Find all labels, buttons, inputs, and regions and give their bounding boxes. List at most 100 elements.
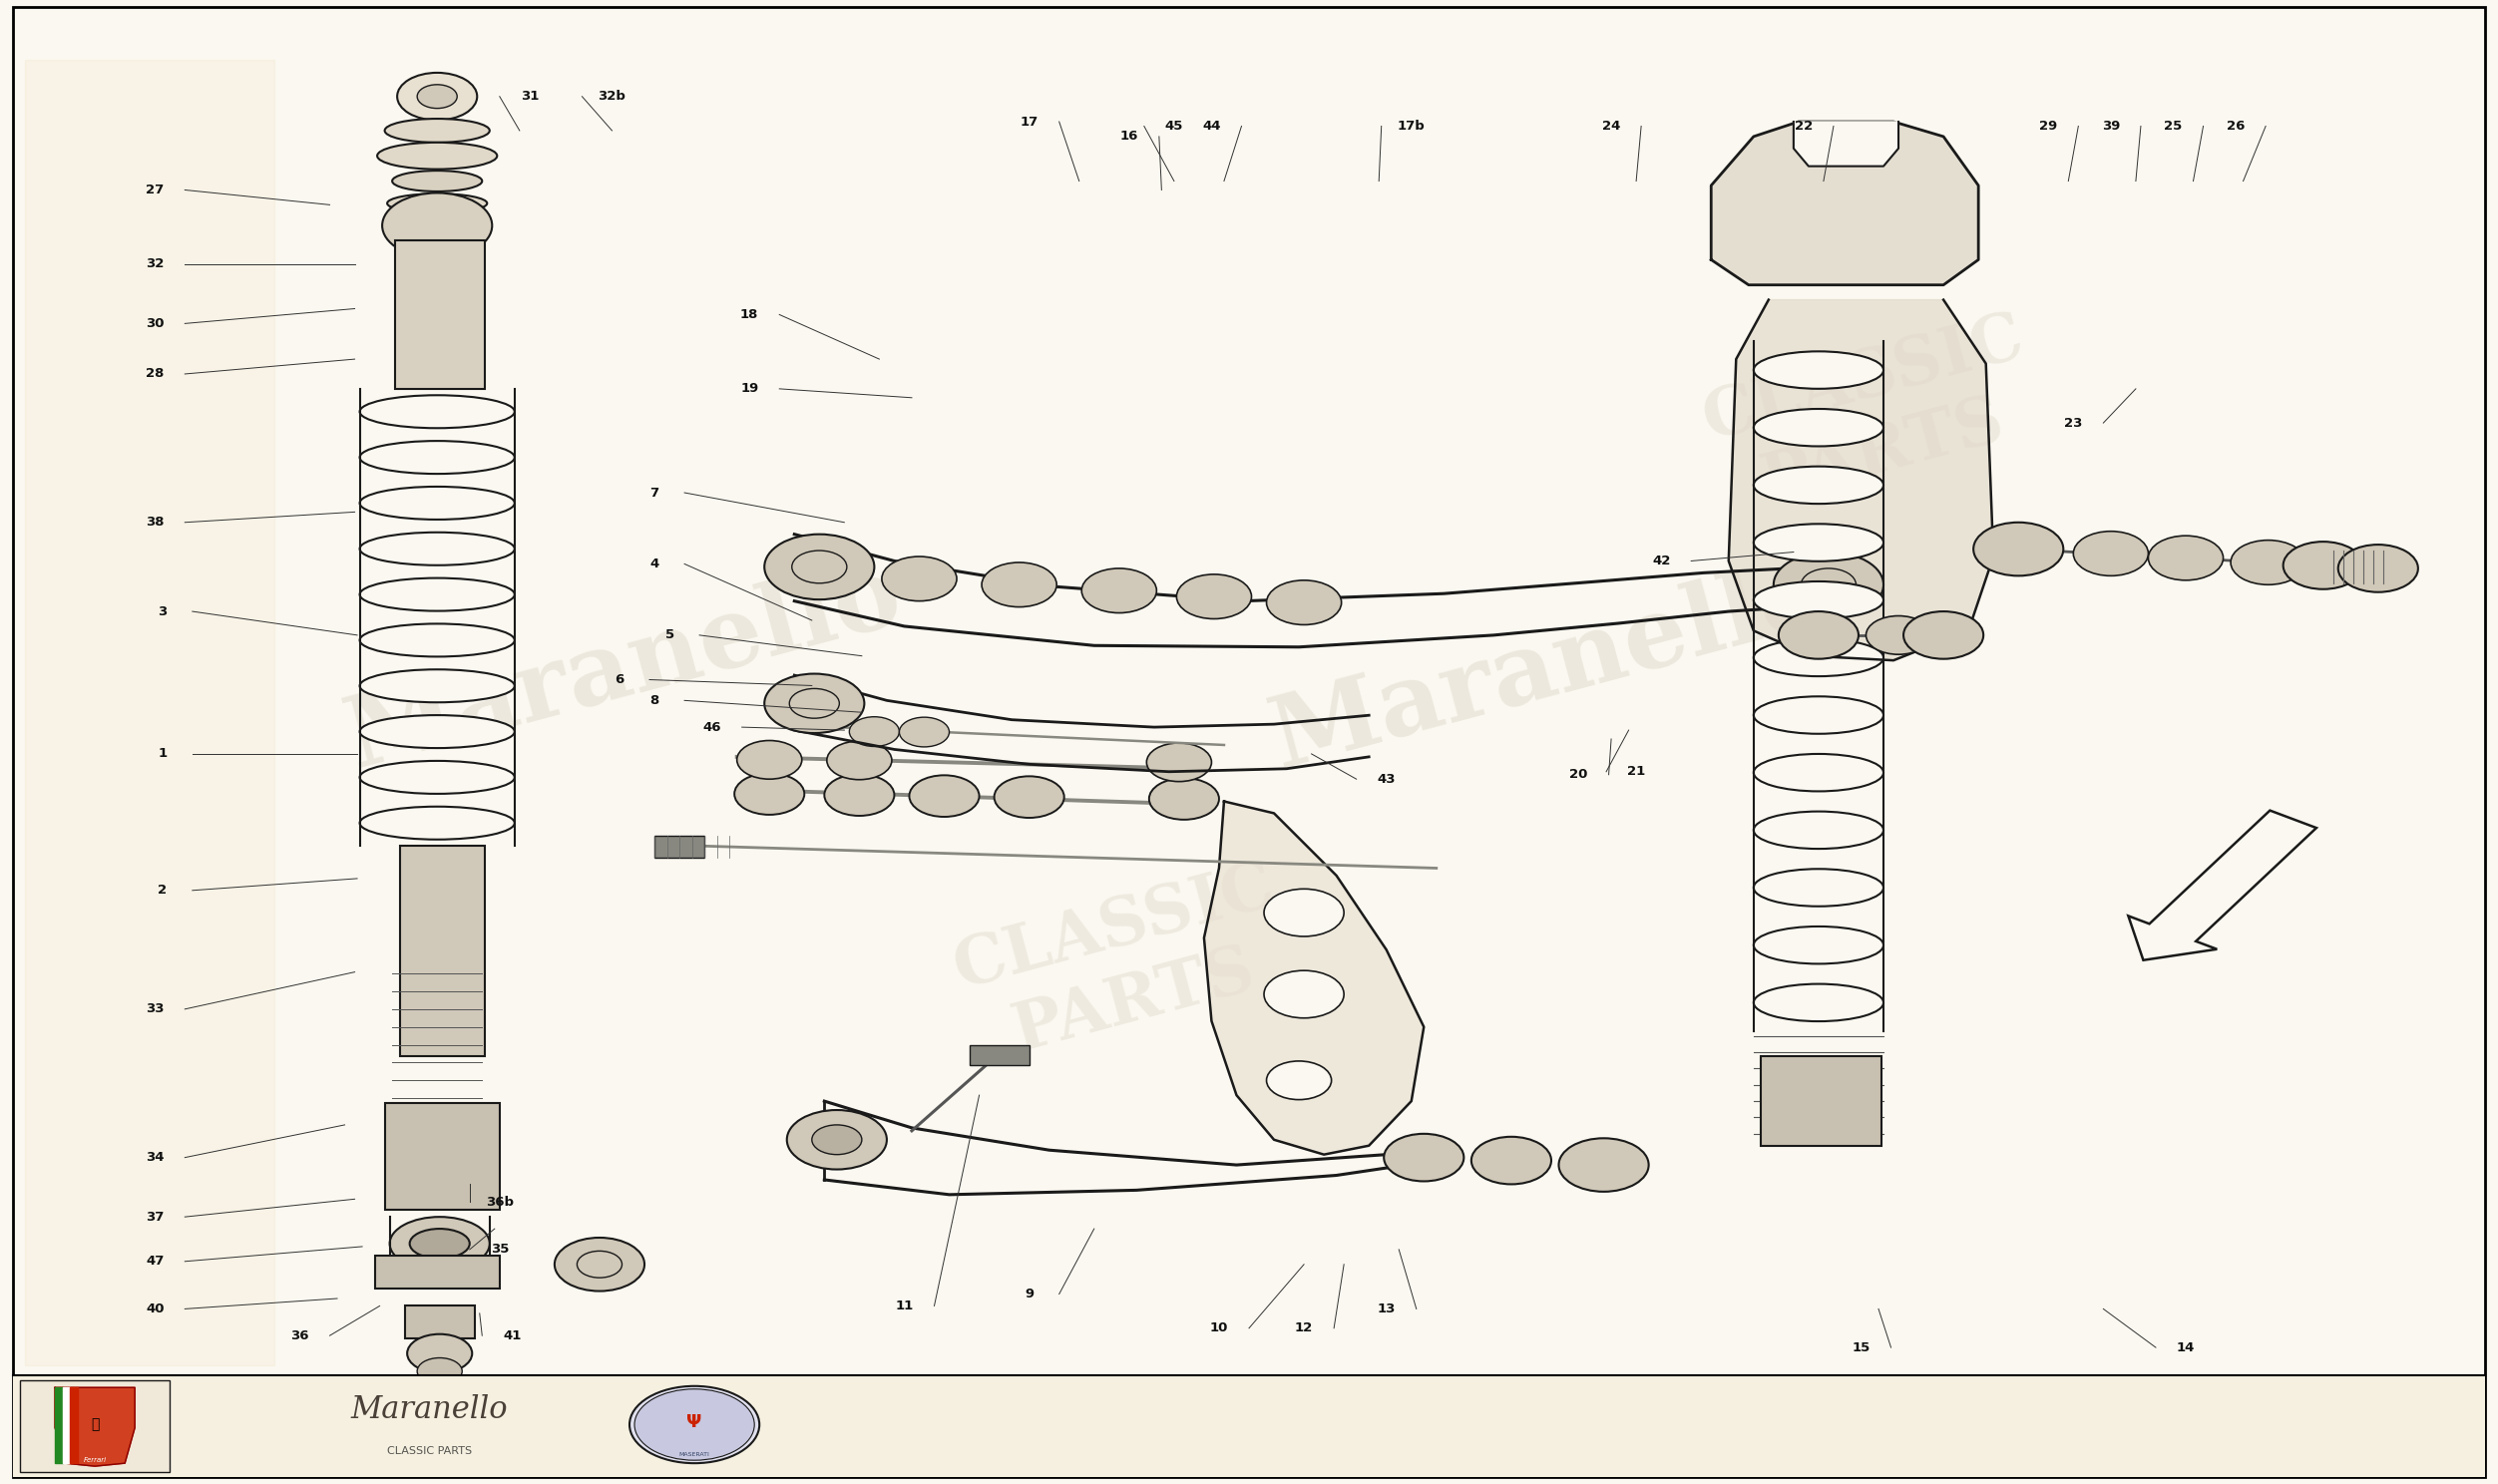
- Text: 9: 9: [1024, 1288, 1034, 1300]
- Circle shape: [2148, 536, 2223, 580]
- Text: 21: 21: [1626, 766, 1646, 778]
- Text: 34: 34: [145, 1152, 165, 1163]
- Ellipse shape: [360, 487, 515, 519]
- Ellipse shape: [1754, 926, 1883, 963]
- Polygon shape: [55, 1388, 62, 1463]
- Text: 1: 1: [157, 748, 167, 760]
- Bar: [654, 835, 704, 858]
- Text: Maranello: Maranello: [352, 1395, 507, 1425]
- Ellipse shape: [387, 194, 487, 214]
- Ellipse shape: [1754, 466, 1883, 503]
- Text: 35: 35: [490, 1244, 510, 1255]
- FancyArrow shape: [2128, 810, 2316, 960]
- Text: CLASSIC
PARTS: CLASSIC PARTS: [947, 855, 1301, 1074]
- Circle shape: [634, 1389, 754, 1460]
- Text: 28: 28: [145, 368, 165, 380]
- Circle shape: [1384, 1134, 1464, 1181]
- Circle shape: [1266, 580, 1341, 625]
- Text: 36b: 36b: [485, 1196, 515, 1208]
- Text: 14: 14: [2176, 1342, 2196, 1353]
- Polygon shape: [1729, 300, 1993, 660]
- Text: CLASSIC PARTS: CLASSIC PARTS: [387, 1447, 472, 1456]
- Circle shape: [1779, 611, 1859, 659]
- Text: MASERATI: MASERATI: [679, 1451, 709, 1457]
- Ellipse shape: [410, 1229, 470, 1258]
- Ellipse shape: [360, 669, 515, 702]
- Circle shape: [382, 193, 492, 258]
- Text: 23: 23: [2063, 417, 2083, 429]
- Bar: [400, 846, 485, 1057]
- Ellipse shape: [1754, 984, 1883, 1021]
- Text: 47: 47: [145, 1255, 165, 1267]
- Circle shape: [2231, 540, 2306, 585]
- Circle shape: [2073, 531, 2148, 576]
- Circle shape: [827, 741, 892, 779]
- Circle shape: [2338, 545, 2418, 592]
- Circle shape: [812, 1125, 862, 1155]
- Text: 3: 3: [157, 605, 167, 617]
- Circle shape: [1266, 1061, 1331, 1100]
- Text: 17: 17: [1019, 116, 1039, 128]
- Ellipse shape: [1754, 812, 1883, 849]
- Text: 46: 46: [702, 721, 722, 733]
- Text: 11: 11: [894, 1300, 914, 1312]
- Text: 13: 13: [1376, 1303, 1396, 1315]
- Circle shape: [909, 775, 979, 816]
- Circle shape: [417, 85, 457, 108]
- Bar: [20, 1380, 170, 1472]
- Circle shape: [1973, 522, 2063, 576]
- Text: 20: 20: [1569, 769, 1589, 781]
- Text: 18: 18: [739, 309, 759, 321]
- Text: 31: 31: [520, 91, 540, 102]
- Circle shape: [994, 776, 1064, 818]
- Text: 42: 42: [1651, 555, 1671, 567]
- Circle shape: [1264, 889, 1344, 936]
- Polygon shape: [1204, 801, 1424, 1155]
- Circle shape: [982, 562, 1057, 607]
- Text: 24: 24: [1601, 120, 1621, 132]
- Text: 7: 7: [649, 487, 659, 499]
- Circle shape: [1866, 616, 1931, 654]
- Ellipse shape: [1754, 754, 1883, 791]
- Polygon shape: [55, 1388, 135, 1466]
- Circle shape: [1149, 778, 1219, 819]
- Ellipse shape: [360, 579, 515, 611]
- Bar: [375, 1255, 500, 1288]
- Circle shape: [555, 1238, 644, 1291]
- Ellipse shape: [407, 1392, 472, 1404]
- Ellipse shape: [407, 1380, 472, 1392]
- Bar: [395, 240, 485, 389]
- Text: 5: 5: [664, 629, 674, 641]
- Circle shape: [1147, 743, 1212, 782]
- Ellipse shape: [385, 119, 490, 142]
- Text: 37: 37: [145, 1211, 165, 1223]
- Text: 8: 8: [649, 695, 659, 706]
- Circle shape: [1471, 1137, 1551, 1184]
- Text: 19: 19: [739, 383, 759, 395]
- Circle shape: [2283, 542, 2363, 589]
- Circle shape: [1177, 574, 1251, 619]
- Ellipse shape: [360, 623, 515, 656]
- Text: 25: 25: [2163, 120, 2183, 132]
- Text: 43: 43: [1376, 773, 1396, 785]
- Ellipse shape: [377, 142, 497, 169]
- Circle shape: [764, 534, 874, 600]
- Text: 41: 41: [502, 1330, 522, 1342]
- Ellipse shape: [1754, 870, 1883, 907]
- Circle shape: [734, 773, 804, 815]
- Circle shape: [787, 1110, 887, 1169]
- Text: 16: 16: [1119, 131, 1139, 142]
- Ellipse shape: [360, 715, 515, 748]
- Bar: [25, 59, 275, 1365]
- Text: 🐎: 🐎: [90, 1417, 100, 1432]
- Circle shape: [1559, 1138, 1649, 1192]
- Ellipse shape: [360, 395, 515, 427]
- Text: 22: 22: [1794, 120, 1814, 132]
- Ellipse shape: [1754, 410, 1883, 447]
- Circle shape: [849, 717, 899, 746]
- Text: 4: 4: [649, 558, 659, 570]
- Text: CLASSIC
PARTS: CLASSIC PARTS: [1696, 306, 2051, 525]
- Text: 36: 36: [290, 1330, 310, 1342]
- Circle shape: [1903, 611, 1983, 659]
- Text: 27: 27: [145, 184, 165, 196]
